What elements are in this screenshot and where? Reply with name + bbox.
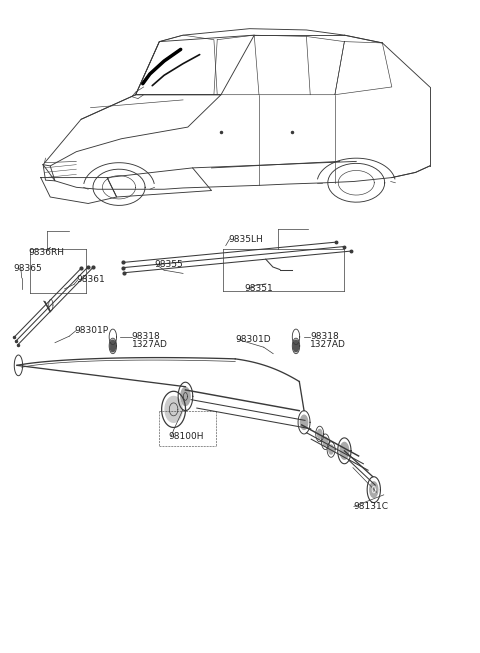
Polygon shape	[329, 445, 334, 454]
Polygon shape	[293, 340, 299, 352]
Polygon shape	[110, 340, 116, 352]
Text: 98318: 98318	[132, 332, 161, 342]
Text: 9836RH: 9836RH	[29, 247, 65, 257]
Polygon shape	[300, 415, 308, 430]
Text: 98301D: 98301D	[235, 335, 271, 344]
Text: 9835LH: 9835LH	[228, 234, 263, 244]
Polygon shape	[295, 336, 297, 338]
Polygon shape	[340, 442, 348, 459]
Text: 98351: 98351	[245, 285, 274, 293]
Text: 1327AD: 1327AD	[310, 340, 346, 349]
Polygon shape	[181, 387, 190, 406]
Text: 98131C: 98131C	[354, 502, 389, 511]
Text: 1327AD: 1327AD	[132, 340, 168, 349]
Text: 98100H: 98100H	[169, 432, 204, 441]
Text: 98365: 98365	[13, 264, 42, 273]
Polygon shape	[370, 482, 378, 498]
Polygon shape	[165, 396, 182, 422]
Polygon shape	[317, 430, 322, 439]
Polygon shape	[323, 438, 328, 446]
Text: 98301P: 98301P	[74, 326, 108, 335]
Text: 98318: 98318	[310, 332, 339, 342]
Text: 98355: 98355	[155, 261, 183, 270]
Text: 98361: 98361	[76, 276, 105, 285]
